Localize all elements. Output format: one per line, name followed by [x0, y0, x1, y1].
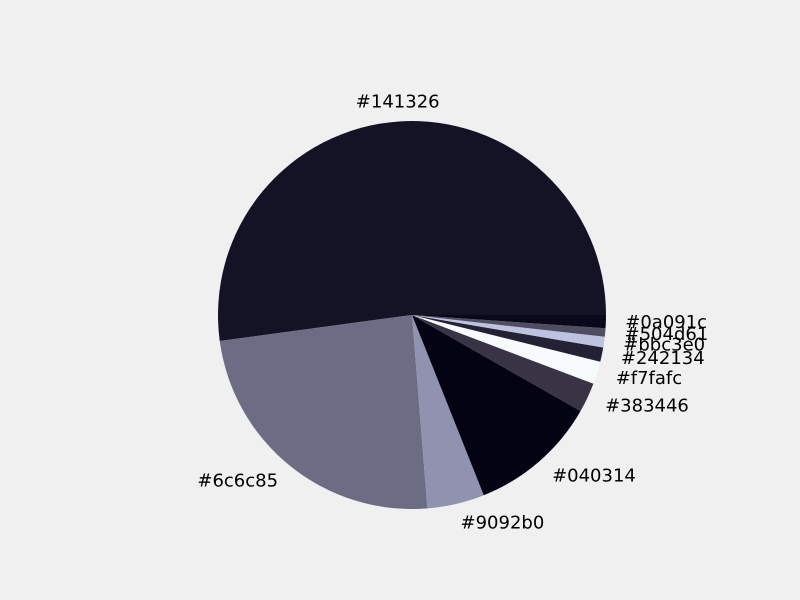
pie-slice-label-3: #040314: [552, 466, 636, 487]
pie-slice-2: [412, 315, 484, 509]
pie-slice-9: [412, 315, 606, 329]
pie-slice-7: [412, 315, 605, 348]
pie-slice-label-6: #242134: [621, 348, 705, 369]
pie-slice-label-4: #383446: [605, 395, 689, 416]
pie-slice-3: [412, 315, 581, 496]
pie-slice-4: [412, 315, 594, 412]
pie-slice-6: [412, 315, 604, 362]
pie-slice-label-1: #6c6c85: [197, 471, 278, 492]
pie-slice-label-2: #9092b0: [461, 512, 545, 533]
pie-slices: [217, 121, 606, 510]
pie-slice-8: [412, 315, 606, 337]
pie-slice-label-7: #bbc3e0: [623, 334, 705, 355]
pie-slice-label-9: #0a091c: [625, 312, 707, 333]
pie-slice-label-8: #504d61: [625, 324, 709, 345]
pie-labels: #141326 #6c6c85 #9092b0 #040314 #383446 #f7fa…: [197, 92, 708, 534]
pie-slice-label-0: #141326: [356, 92, 440, 113]
pie-slice-1: [219, 315, 428, 510]
pie-slice-label-5: #f7fafc: [616, 368, 682, 389]
pie-slice-5: [412, 315, 601, 384]
pie-slice-0: [217, 121, 606, 341]
